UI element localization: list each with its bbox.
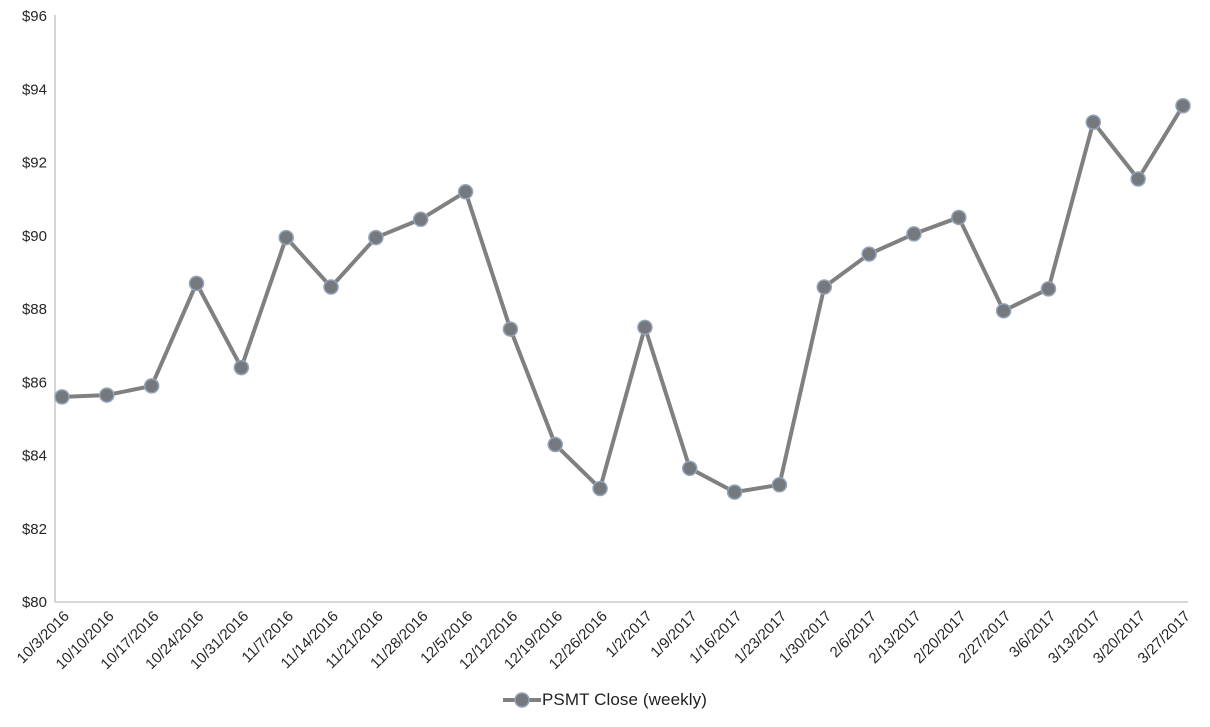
legend-label: PSMT Close (weekly) (541, 690, 707, 709)
svg-text:$90: $90 (22, 228, 47, 245)
chart-legend: PSMT Close (weekly) (0, 687, 1210, 713)
svg-text:$88: $88 (22, 301, 47, 318)
svg-text:$94: $94 (22, 81, 47, 98)
svg-text:$96: $96 (22, 8, 47, 25)
line-chart-canvas: $96$94$92$90$88$86$84$82$8010/3/201610/1… (14, 8, 1194, 673)
svg-text:$84: $84 (22, 448, 47, 465)
legend-line-marker-icon (502, 692, 541, 708)
svg-text:$86: $86 (22, 374, 47, 391)
svg-text:$80: $80 (22, 594, 47, 611)
svg-text:$92: $92 (22, 155, 47, 172)
svg-text:1/2/2017: 1/2/2017 (602, 608, 655, 661)
svg-text:$82: $82 (22, 521, 47, 538)
